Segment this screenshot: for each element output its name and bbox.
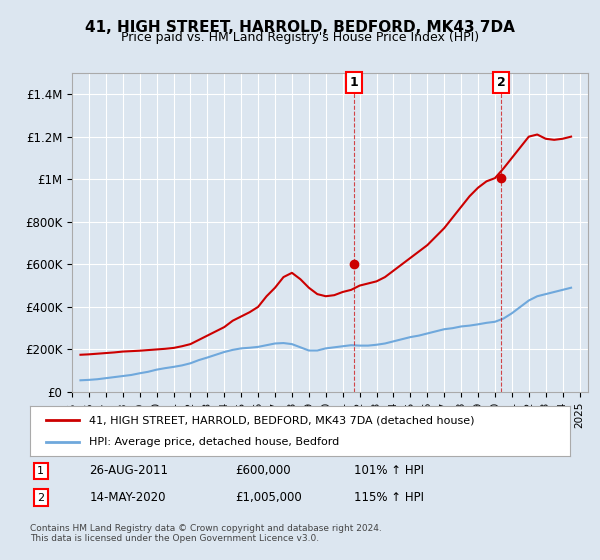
Text: 14-MAY-2020: 14-MAY-2020: [89, 491, 166, 504]
Text: Contains HM Land Registry data © Crown copyright and database right 2024.
This d: Contains HM Land Registry data © Crown c…: [30, 524, 382, 543]
Text: 2: 2: [37, 492, 44, 502]
Text: 41, HIGH STREET, HARROLD, BEDFORD, MK43 7DA (detached house): 41, HIGH STREET, HARROLD, BEDFORD, MK43 …: [89, 415, 475, 425]
Text: 1: 1: [37, 466, 44, 476]
Text: £600,000: £600,000: [235, 464, 291, 478]
Text: £1,005,000: £1,005,000: [235, 491, 302, 504]
Text: 41, HIGH STREET, HARROLD, BEDFORD, MK43 7DA: 41, HIGH STREET, HARROLD, BEDFORD, MK43 …: [85, 20, 515, 35]
Text: 115% ↑ HPI: 115% ↑ HPI: [354, 491, 424, 504]
Text: Price paid vs. HM Land Registry's House Price Index (HPI): Price paid vs. HM Land Registry's House …: [121, 31, 479, 44]
Text: 26-AUG-2011: 26-AUG-2011: [89, 464, 169, 478]
Text: 1: 1: [349, 76, 358, 89]
Text: HPI: Average price, detached house, Bedford: HPI: Average price, detached house, Bedf…: [89, 437, 340, 447]
Text: 101% ↑ HPI: 101% ↑ HPI: [354, 464, 424, 478]
Text: 2: 2: [497, 76, 506, 89]
